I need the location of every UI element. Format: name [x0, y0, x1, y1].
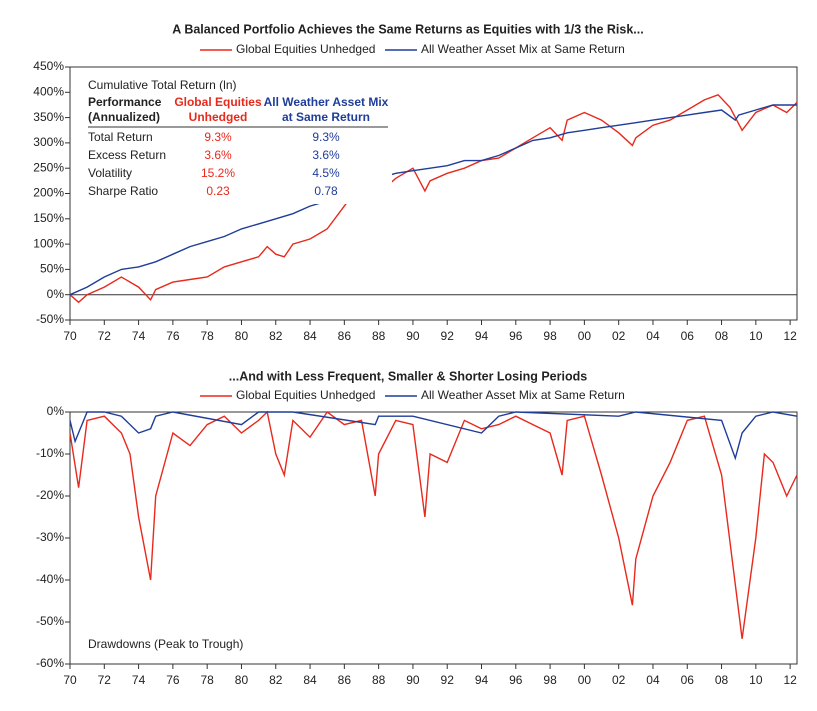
y-tick-label: 350% [33, 110, 64, 124]
x-tick-label: 12 [783, 329, 797, 343]
y-tick-label: 400% [33, 84, 64, 98]
y-tick-label: 300% [33, 135, 64, 149]
legend-label: All Weather Asset Mix at Same Return [421, 42, 625, 56]
x-tick-label: 86 [338, 673, 352, 687]
x-tick-label: 92 [441, 329, 455, 343]
table-cell: 4.5% [312, 166, 340, 180]
y-tick-label: -40% [36, 572, 64, 586]
legend-label: Global Equities Unhedged [236, 42, 375, 56]
y-tick-label: 0% [47, 404, 65, 418]
y-tick-label: 200% [33, 186, 64, 200]
x-tick-label: 02 [612, 329, 626, 343]
table-cell: 0.23 [206, 184, 230, 198]
y-tick-label: 150% [33, 211, 64, 225]
y-tick-label: 250% [33, 160, 64, 174]
table-header: Performance [88, 95, 162, 109]
table-cell: 15.2% [201, 166, 235, 180]
table-header: Global Equities [174, 95, 262, 109]
x-tick-label: 80 [235, 673, 249, 687]
table-title: Cumulative Total Return (ln) [88, 78, 237, 92]
legend-label: All Weather Asset Mix at Same Return [421, 388, 625, 402]
table-cell: 9.3% [204, 130, 232, 144]
x-tick-label: 98 [543, 329, 557, 343]
y-tick-label: -60% [36, 656, 64, 670]
series-line [69, 410, 798, 639]
plot-frame [69, 411, 798, 665]
y-tick-label: -50% [36, 614, 64, 628]
y-tick-label: 450% [33, 59, 64, 73]
x-tick-label: 00 [578, 673, 592, 687]
x-tick-label: 02 [612, 673, 626, 687]
x-tick-label: 70 [63, 673, 77, 687]
table-bg [82, 76, 392, 204]
x-tick-label: 08 [715, 673, 729, 687]
table-cell: Volatility [88, 166, 132, 180]
table-cell: Sharpe Ratio [88, 184, 158, 198]
x-tick-label: 96 [509, 673, 523, 687]
y-tick-label: -50% [36, 312, 64, 326]
x-tick-label: 10 [749, 673, 763, 687]
x-tick-label: 04 [646, 329, 660, 343]
x-tick-label: 92 [441, 673, 455, 687]
y-tick-label: 100% [33, 236, 64, 250]
series-line [69, 104, 797, 296]
x-tick-label: 90 [406, 329, 420, 343]
x-tick-label: 90 [406, 673, 420, 687]
chart-title: ...And with Less Frequent, Smaller & Sho… [229, 369, 587, 383]
x-tick-label: 98 [543, 673, 557, 687]
x-tick-label: 10 [749, 329, 763, 343]
x-tick-label: 72 [98, 329, 112, 343]
x-tick-label: 12 [783, 673, 797, 687]
x-tick-label: 82 [269, 329, 283, 343]
x-tick-label: 78 [200, 329, 214, 343]
table-header: at Same Return [282, 110, 370, 124]
x-tick-label: 74 [132, 673, 146, 687]
y-tick-label: 50% [40, 262, 64, 276]
x-tick-label: 88 [372, 673, 386, 687]
table-header: All Weather Asset Mix [264, 95, 389, 109]
x-tick-label: 72 [98, 673, 112, 687]
x-tick-label: 74 [132, 329, 146, 343]
x-tick-label: 82 [269, 673, 283, 687]
x-tick-label: 78 [200, 673, 214, 687]
chart-title: A Balanced Portfolio Achieves the Same R… [172, 22, 643, 36]
x-tick-label: 04 [646, 673, 660, 687]
y-tick-label: -10% [36, 446, 64, 460]
x-tick-label: 76 [166, 329, 180, 343]
y-tick-label: -30% [36, 530, 64, 544]
x-tick-label: 08 [715, 329, 729, 343]
table-cell: Excess Return [88, 148, 166, 162]
table-cell: 0.78 [314, 184, 338, 198]
legend-label: Global Equities Unhedged [236, 388, 375, 402]
series-line [69, 411, 798, 461]
table-cell: 9.3% [312, 130, 340, 144]
table-cell: 3.6% [204, 148, 232, 162]
x-tick-label: 84 [303, 329, 317, 343]
x-tick-label: 06 [681, 673, 695, 687]
x-tick-label: 96 [509, 329, 523, 343]
x-tick-label: 76 [166, 673, 180, 687]
x-tick-label: 06 [681, 329, 695, 343]
annotation: Drawdowns (Peak to Trough) [88, 637, 243, 651]
y-tick-label: -20% [36, 488, 64, 502]
table-header: (Annualized) [88, 110, 160, 124]
x-tick-label: 88 [372, 329, 386, 343]
x-tick-label: 86 [338, 329, 352, 343]
x-tick-label: 94 [475, 673, 489, 687]
x-tick-label: 80 [235, 329, 249, 343]
x-tick-label: 84 [303, 673, 317, 687]
x-tick-label: 94 [475, 329, 489, 343]
table-cell: Total Return [88, 130, 153, 144]
table-header: Unhedged [189, 110, 248, 124]
y-tick-label: 0% [47, 287, 65, 301]
x-tick-label: 00 [578, 329, 592, 343]
x-tick-label: 70 [63, 329, 77, 343]
table-cell: 3.6% [312, 148, 340, 162]
